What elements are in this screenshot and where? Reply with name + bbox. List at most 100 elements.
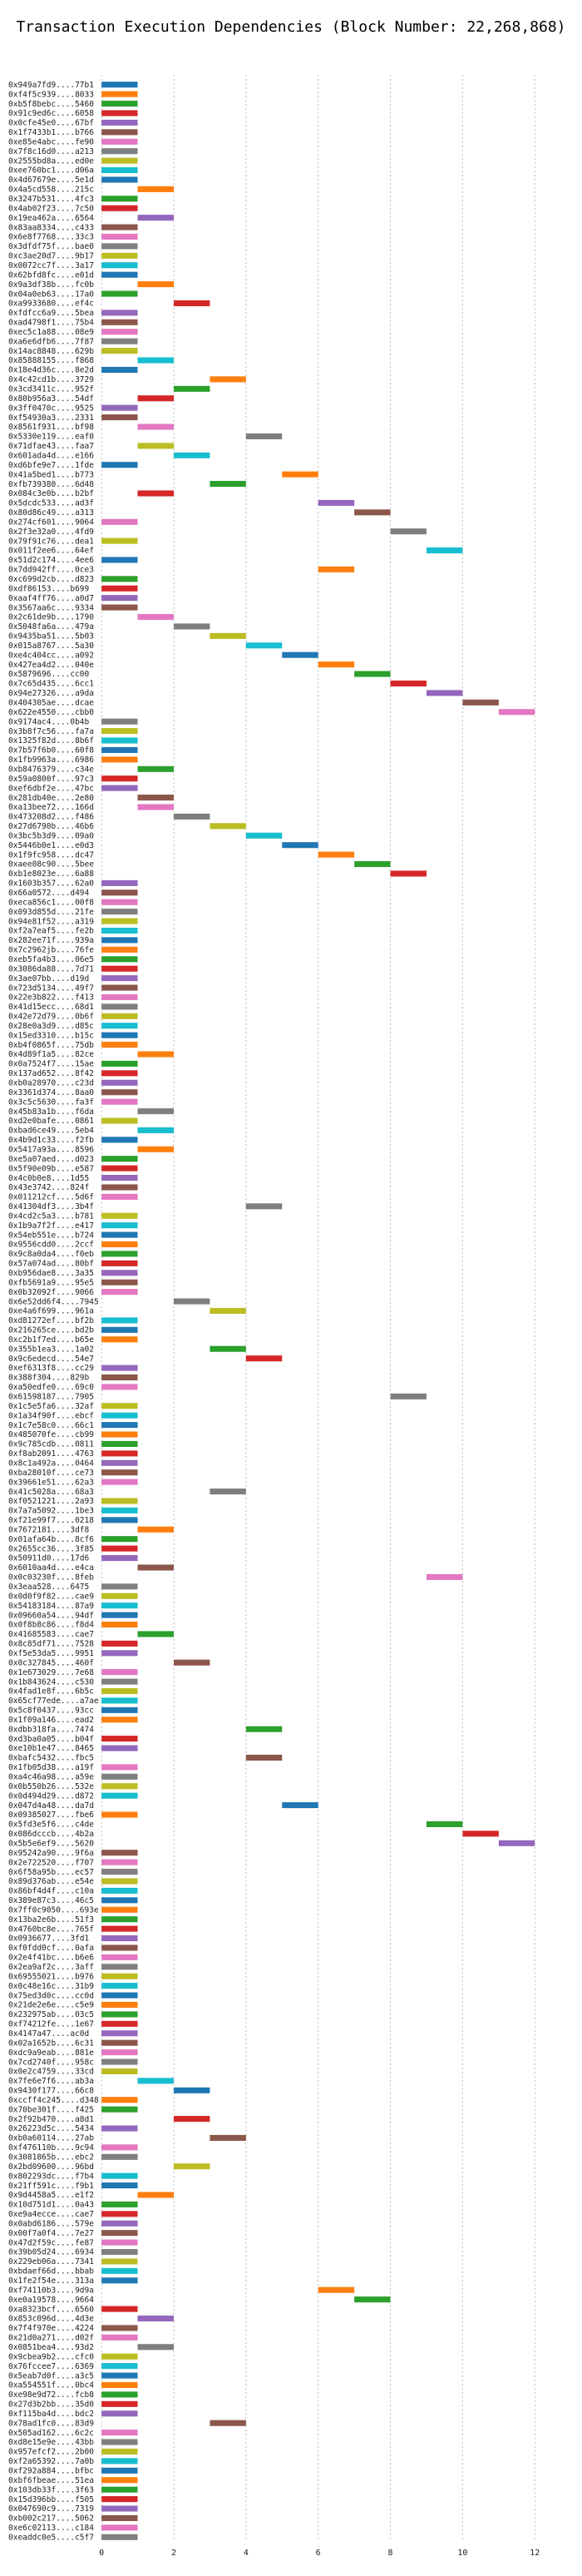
tx-label: 0x427ea4d2....040e	[8, 661, 94, 670]
tx-label: 0x0072cc7f....3a17	[8, 261, 94, 270]
bar	[137, 2078, 174, 2084]
tx-label: 0x65cf77ede....a7ae	[8, 1697, 99, 1706]
tx-label: 0x3247b531....4fc3	[8, 195, 94, 204]
bar	[101, 557, 138, 563]
bar	[101, 1536, 138, 1543]
tx-label: 0x83aa8334....c433	[8, 223, 94, 232]
tx-label: 0x59a0800f....97c3	[8, 775, 94, 784]
tx-label: 0x7c65d435....6cc1	[8, 680, 94, 689]
bar	[354, 509, 391, 516]
bar	[101, 462, 138, 468]
tx-label: 0x3eaa528....6475	[8, 1583, 89, 1592]
tx-label: 0x4760bc8e....765f	[8, 1925, 94, 1934]
tx-label: 0x45b83a1b....f6da	[8, 1107, 94, 1117]
bar	[245, 433, 283, 439]
bar	[210, 632, 246, 639]
tx-label: 0x0936677....3fd1	[8, 1934, 90, 1944]
tx-label: 0xf0fdd0cf....0afa	[8, 1944, 94, 1953]
bar	[173, 623, 210, 630]
tx-label: 0x7dd942ff....0ce3	[8, 566, 94, 575]
bar	[390, 680, 427, 687]
bar	[101, 1583, 138, 1590]
tx-label: 0x047d4a48....da7d	[8, 1801, 94, 1811]
tx-label: 0x282ee71f....939a	[8, 936, 94, 945]
bar	[137, 804, 174, 810]
bar	[101, 2182, 138, 2189]
tx-label: 0x0e2c4759....33cd	[8, 2068, 94, 2077]
tx-label: 0x3cd3411c....952f	[8, 385, 94, 394]
bar	[101, 737, 138, 744]
tx-label: 0x7c2962jb....76fe	[8, 946, 94, 955]
tx-label: 0x3b8f7c56....fa7a	[8, 727, 94, 736]
tx-label: 0x3086da88....7d71	[8, 964, 94, 973]
bar	[137, 443, 174, 449]
tx-label: 0x1fe2f54e....313a	[8, 2276, 94, 2286]
bar	[101, 119, 138, 126]
tx-label: 0x3c5c5630....fa3f	[8, 1097, 94, 1107]
tx-label: 0x41d15ecc....68d1	[8, 1003, 94, 1012]
bar	[101, 1944, 138, 1951]
tx-label: 0x7fe6e7f6....ab3a	[8, 2077, 94, 2086]
bar	[101, 1792, 138, 1799]
bar	[101, 1992, 138, 1999]
tx-label: 0x7672181....3df8	[8, 1525, 90, 1534]
bar	[101, 918, 138, 924]
bar	[137, 424, 174, 430]
tx-label: 0x85888155....f868	[8, 356, 94, 365]
tx-label: 0x7ff0c9050....693e	[8, 1905, 99, 1915]
bar	[101, 2467, 138, 2474]
tx-label: 0x4fad1e8f....6b5c	[8, 1687, 94, 1697]
tx-label: 0x9435ba51....5b03	[8, 632, 94, 642]
tx-label: 0x80b956a3....54df	[8, 394, 94, 404]
bar	[101, 329, 138, 335]
tx-label: 0xf8ab2091....4763	[8, 1449, 94, 1459]
bar	[101, 2172, 138, 2179]
bar	[137, 1631, 174, 1637]
bar	[101, 1137, 138, 1143]
bar	[282, 471, 318, 478]
bar	[318, 851, 355, 858]
bar	[101, 1422, 138, 1429]
bar	[101, 2514, 138, 2521]
bar	[426, 690, 463, 696]
bar	[101, 1336, 138, 1343]
bar	[101, 233, 138, 240]
bar	[101, 965, 138, 972]
tx-label: 0x54eb551e....b724	[8, 1231, 94, 1240]
tx-label: 0x41a5bed1....b773	[8, 470, 94, 479]
bar	[137, 1146, 174, 1152]
bar	[101, 1934, 138, 1942]
tx-label: 0x9d4458a5....e1f2	[8, 2191, 94, 2200]
tx-label: 0x622e4550....cbb0	[8, 708, 94, 717]
bar	[390, 870, 427, 877]
tx-label: 0x8561f931....bf98	[8, 423, 94, 432]
bar	[101, 1326, 138, 1333]
tx-label: 0xf2a65392....7a0b	[8, 2457, 94, 2466]
bar	[101, 1897, 138, 1904]
tx-label: 0x13ba2e6b....51f3	[8, 1915, 94, 1925]
bar	[101, 1165, 138, 1172]
tx-label: 0x2c61de9b....1790	[8, 613, 94, 622]
tx-label: 0x0c48e16c....31b9	[8, 1982, 94, 1991]
bar	[101, 1764, 138, 1771]
tx-label: 0x79f91c76....dea1	[8, 537, 94, 546]
tx-label: 0x7f8c16d0....a213	[8, 147, 94, 156]
bar	[101, 1925, 138, 1932]
tx-label: 0x1a34f90f....ebcf	[8, 1411, 94, 1420]
bar	[137, 1127, 174, 1133]
tx-label: 0x047690c9....7319	[8, 2504, 94, 2514]
tx-label: 0x14ac8848....629b	[8, 347, 94, 356]
bar	[101, 1650, 138, 1657]
bar	[101, 1156, 138, 1162]
tx-label: 0x485070fe....cb99	[8, 1430, 94, 1439]
bar	[101, 1184, 138, 1191]
bar	[245, 1203, 283, 1210]
tx-label: 0xdc9a9eab....881e	[8, 2048, 94, 2058]
bar	[101, 2410, 138, 2417]
tx-label: 0xf115ba4d....bdc2	[8, 2410, 94, 2419]
chart-title: Transaction Execution Dependencies (Bloc…	[16, 18, 566, 36]
bar	[101, 746, 138, 753]
bar	[101, 1783, 138, 1790]
bar	[101, 1279, 138, 1286]
bar	[101, 1773, 138, 1780]
